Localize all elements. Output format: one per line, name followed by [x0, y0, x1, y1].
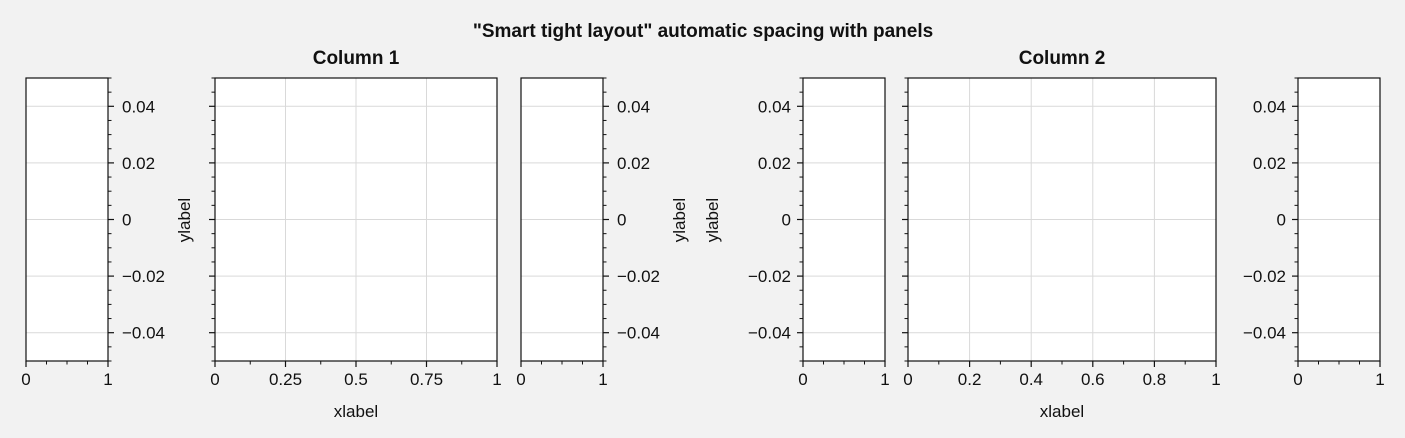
axes-3: 0 1 0.04 0.02 0 −0.02 −0.04 ylabel [516, 77, 689, 389]
x-axis-label: xlabel [1040, 402, 1084, 421]
y-tick-label: −0.04 [122, 324, 165, 343]
x-tick-label: 1 [1375, 370, 1384, 389]
x-tick-label: 1 [492, 370, 501, 389]
y-tick-label: −0.02 [1243, 267, 1286, 286]
x-axis-label: xlabel [334, 402, 378, 421]
y-tick-label: −0.04 [748, 324, 791, 343]
y-tick-label: 0 [782, 211, 791, 230]
x-tick-label: 1 [1211, 370, 1220, 389]
y-tick-label: 0 [122, 211, 131, 230]
y-axis-label: ylabel [703, 198, 722, 242]
x-tick-label: 1 [598, 370, 607, 389]
y-tick-label: −0.02 [122, 267, 165, 286]
y-tick-label: 0.02 [617, 154, 650, 173]
y-tick-label: −0.04 [1243, 324, 1286, 343]
axes-title: Column 2 [1019, 48, 1106, 69]
axes-2: 0 0.25 0.5 0.75 1 Column 1 xlabel ylabel [175, 48, 502, 421]
x-tick-label: 0 [516, 370, 525, 389]
y-tick-label: −0.02 [617, 267, 660, 286]
x-tick-label: 0 [903, 370, 912, 389]
x-tick-label: 0.2 [958, 370, 982, 389]
y-tick-label: 0.02 [1253, 154, 1286, 173]
x-tick-label: 0.5 [344, 370, 368, 389]
axes-4: 0 1 0.04 0.02 0 −0.02 −0.04 ylabel [703, 77, 890, 389]
x-tick-label: 0 [210, 370, 219, 389]
y-tick-label: 0.02 [122, 154, 155, 173]
y-tick-label: 0 [1277, 211, 1286, 230]
y-axis-label: ylabel [670, 198, 689, 242]
x-tick-label: 0 [798, 370, 807, 389]
x-tick-label: 1 [880, 370, 889, 389]
axes-1: 0 1 0.04 0.02 0 −0.02 −0.04 [21, 77, 165, 389]
x-tick-label: 0 [21, 370, 30, 389]
x-tick-label: 1 [103, 370, 112, 389]
y-tick-label: −0.04 [617, 324, 660, 343]
x-tick-label: 0.4 [1019, 370, 1043, 389]
y-tick-label: 0.04 [617, 97, 650, 116]
x-tick-label: 0.6 [1081, 370, 1105, 389]
x-tick-label: 0.75 [410, 370, 443, 389]
y-tick-label: 0 [617, 211, 626, 230]
x-tick-label: 0.25 [269, 370, 302, 389]
x-tick-label: 0 [1293, 370, 1302, 389]
y-tick-label: −0.02 [748, 267, 791, 286]
y-tick-label: 0.02 [758, 154, 791, 173]
axes-6: 0 1 0.04 0.02 0 −0.02 −0.04 [1243, 77, 1385, 389]
figure-suptitle: "Smart tight layout" automatic spacing w… [473, 21, 933, 42]
y-tick-label: 0.04 [122, 97, 155, 116]
x-tick-label: 0.8 [1143, 370, 1167, 389]
y-tick-label: 0.04 [758, 97, 791, 116]
y-axis-label: ylabel [175, 198, 194, 242]
axes-5: 0 0.2 0.4 0.6 0.8 1 Column 2 xlabel [902, 48, 1221, 421]
axes-title: Column 1 [313, 48, 400, 69]
y-tick-label: 0.04 [1253, 97, 1286, 116]
axes-layer: 0 10.040.020−0.02−0.040 0.25 0.5 0.75 1Column… [21, 48, 1384, 421]
